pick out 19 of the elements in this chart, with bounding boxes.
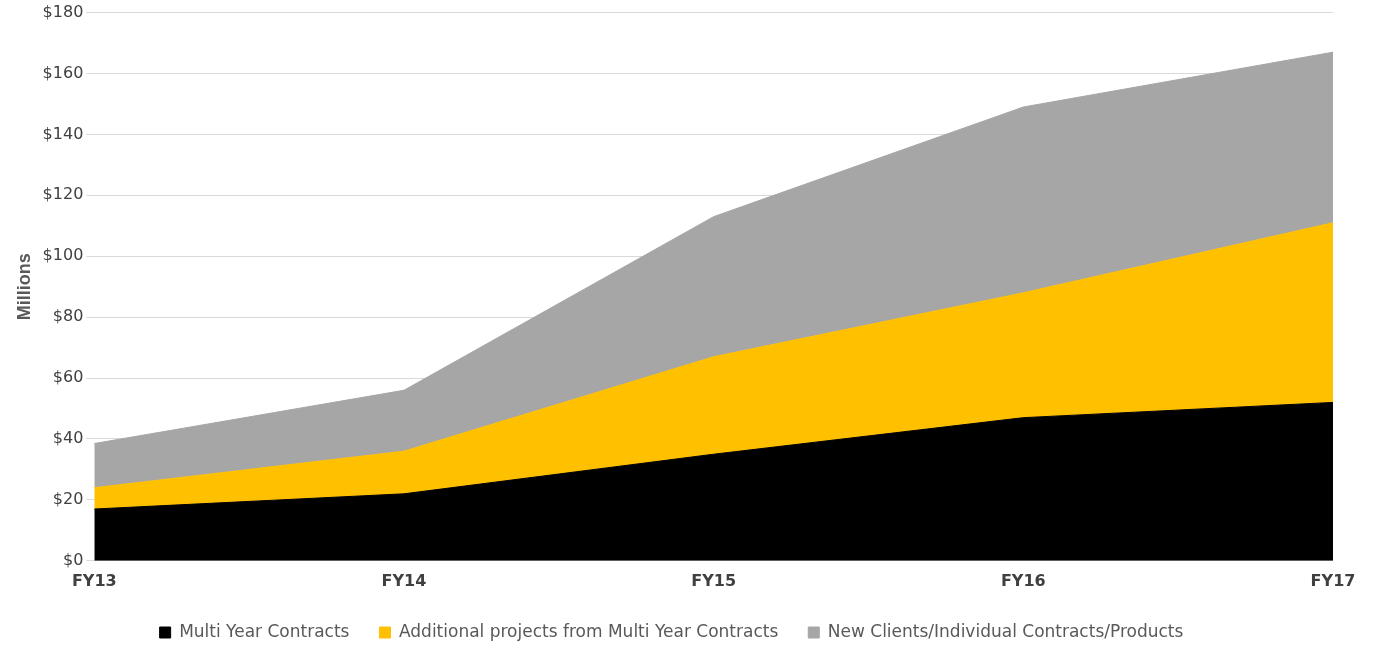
y-tick-label: $0 [62, 549, 84, 569]
y-tick-label: $180 [42, 1, 84, 21]
y-tick-label: $140 [42, 123, 84, 143]
legend-label: New Clients/Individual Contracts/Products [827, 620, 1184, 641]
y-axis-title: Millions [13, 253, 34, 321]
x-tick-label: FY17 [1310, 570, 1356, 590]
legend-label: Multi Year Contracts [179, 620, 350, 641]
y-tick-label: $160 [42, 62, 84, 82]
legend-label: Additional projects from Multi Year Contracts [398, 620, 779, 641]
y-tick-label: $100 [42, 245, 84, 265]
y-tick-label: $40 [52, 428, 84, 448]
y-tick-label: $120 [42, 184, 84, 204]
x-tick-label: FY14 [381, 570, 427, 590]
y-tick-label: $80 [52, 306, 84, 326]
x-tick-label: FY13 [71, 570, 117, 590]
y-tick-label: $60 [52, 367, 84, 387]
x-tick-label: FY16 [1000, 570, 1046, 590]
x-tick-label: FY15 [691, 570, 737, 590]
y-tick-label: $20 [52, 489, 84, 509]
